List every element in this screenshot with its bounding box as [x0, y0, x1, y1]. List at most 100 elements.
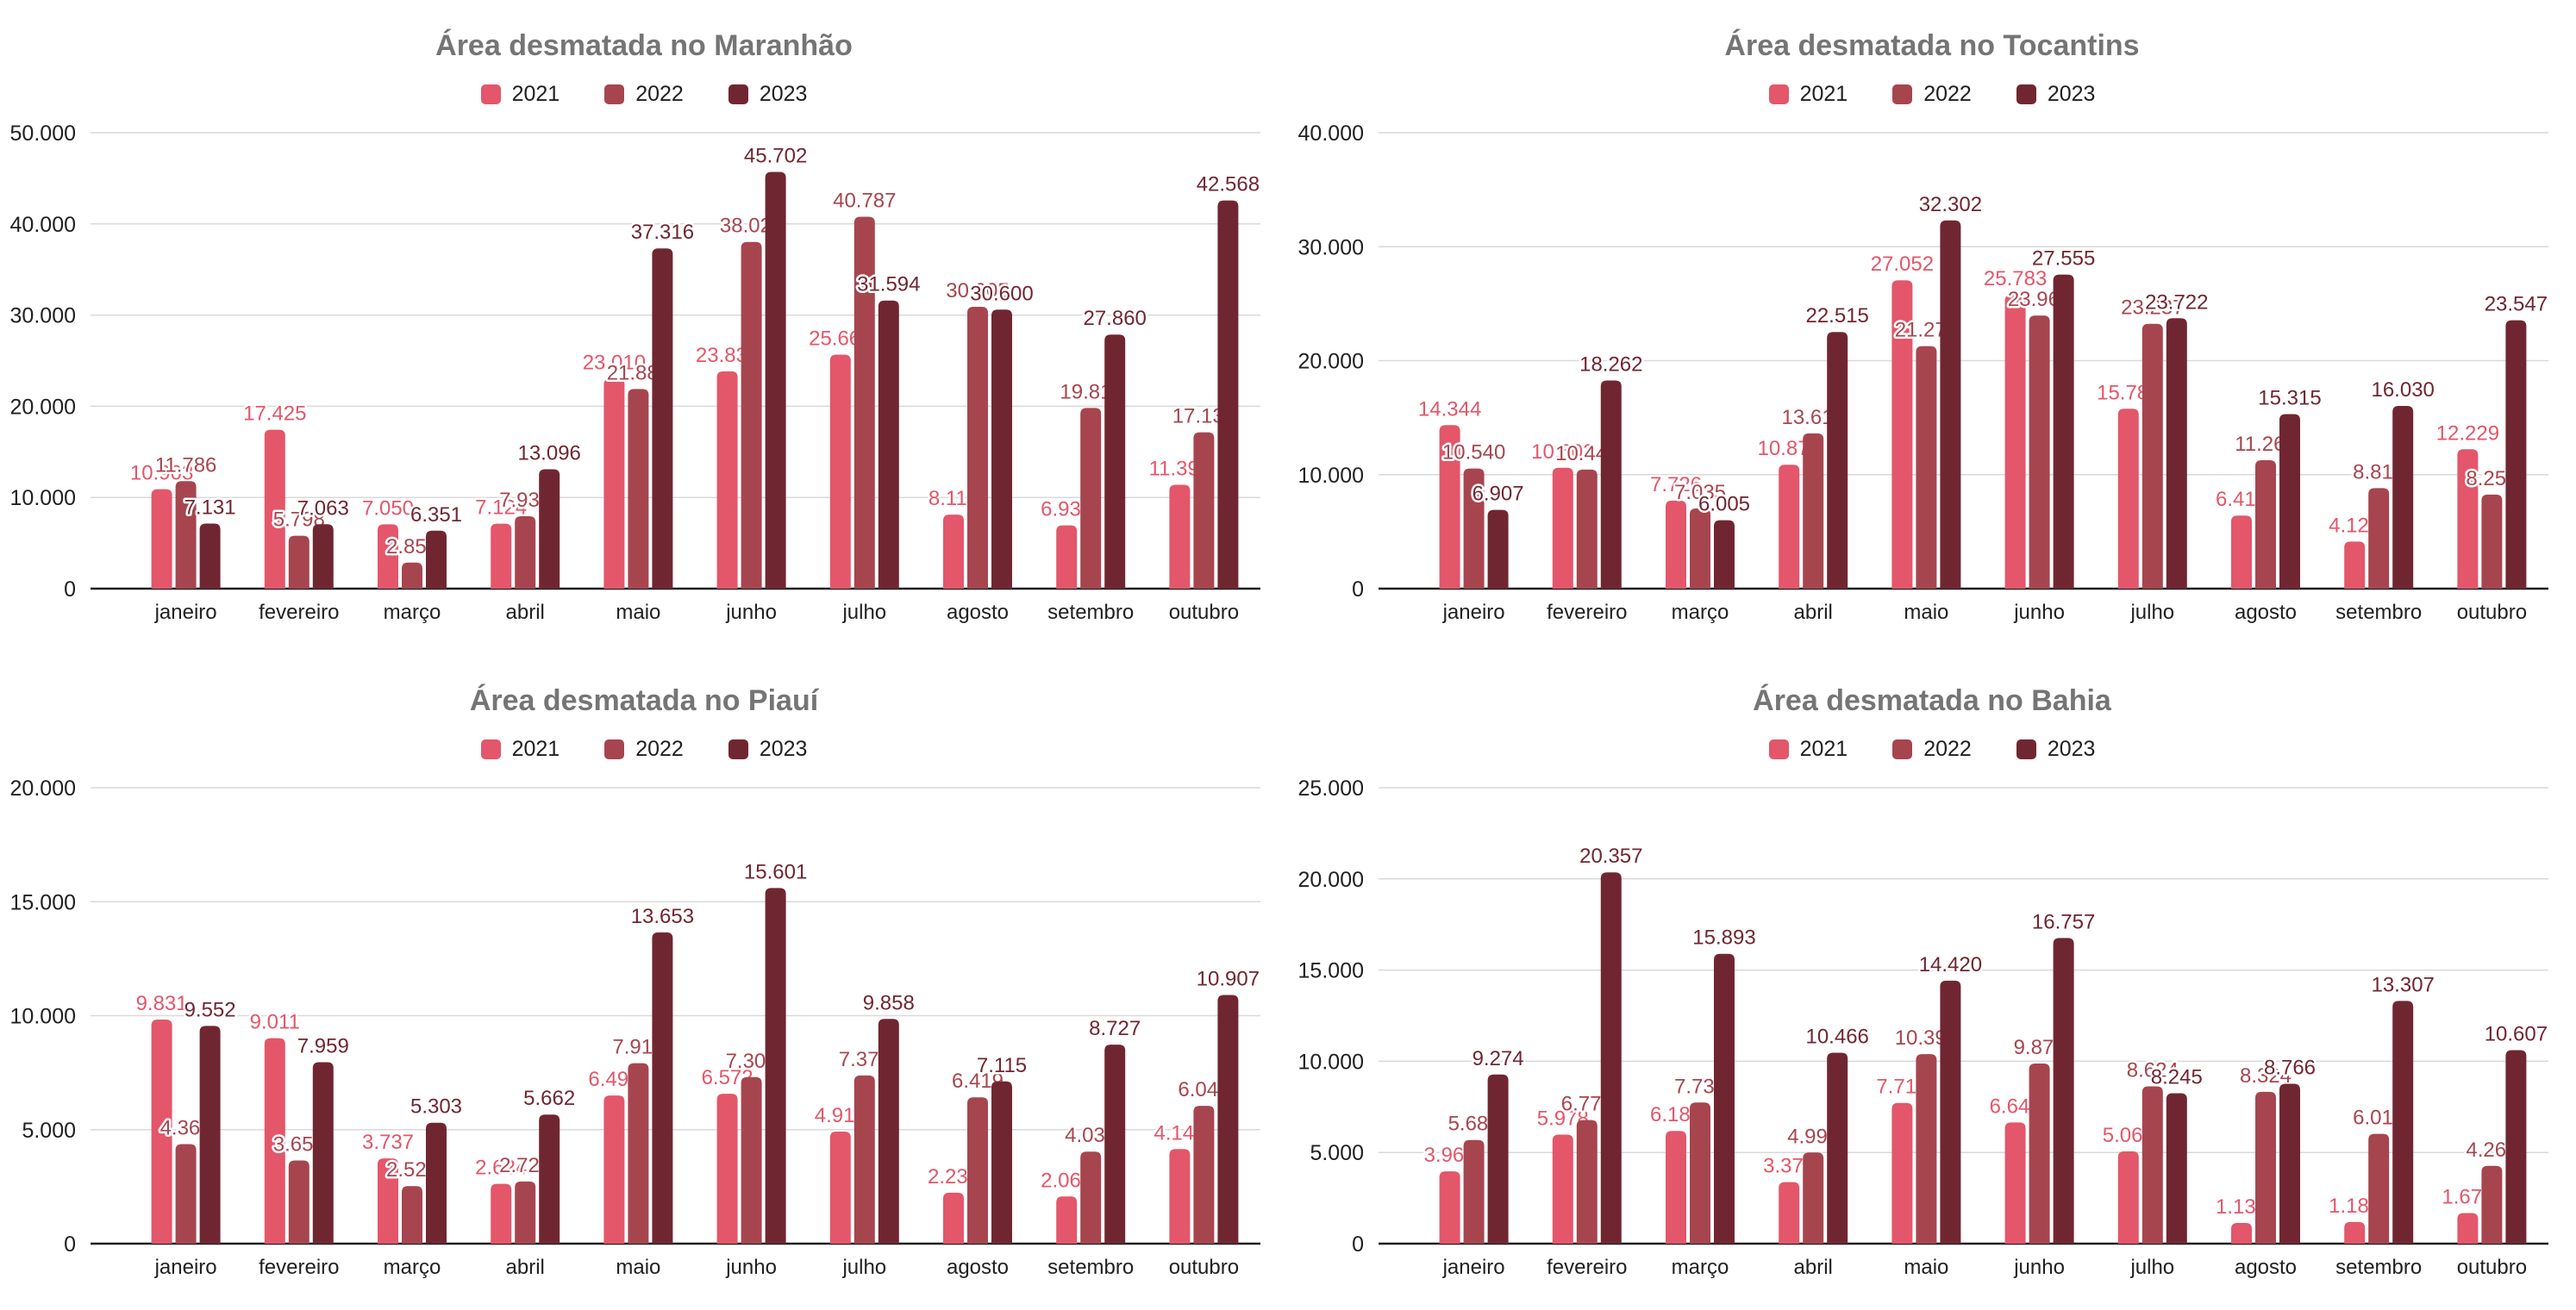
bar-2022-fevereiro[interactable]	[288, 1160, 309, 1244]
bar-2023-fevereiro[interactable]	[1600, 380, 1622, 589]
bar-2023-abril[interactable]	[539, 469, 560, 589]
bar-2021-setembro[interactable]	[1056, 1196, 1078, 1244]
bar-2023-setembro[interactable]	[1104, 1045, 1126, 1244]
bar-2022-julho[interactable]	[2141, 1086, 2163, 1244]
bar-2023-fevereiro[interactable]	[312, 524, 334, 589]
bar-2022-agosto[interactable]	[967, 307, 988, 589]
bar-2022-junho[interactable]	[2029, 315, 2050, 589]
bar-2022-maio[interactable]	[628, 389, 649, 589]
bar-2021-janeiro[interactable]	[1439, 425, 1460, 589]
bar-2021-abril[interactable]	[491, 523, 512, 589]
bar-2021-agosto[interactable]	[2231, 515, 2252, 589]
bar-2023-junho[interactable]	[765, 172, 786, 589]
bar-2021-agosto[interactable]	[943, 1192, 964, 1244]
bar-2021-março[interactable]	[378, 524, 398, 589]
bar-2023-janeiro[interactable]	[199, 523, 221, 589]
bar-2022-março[interactable]	[402, 562, 422, 589]
bar-2023-janeiro[interactable]	[199, 1026, 221, 1244]
bar-2022-setembro[interactable]	[2368, 1133, 2390, 1244]
bar-2022-agosto[interactable]	[2255, 460, 2276, 589]
bar-2023-outubro[interactable]	[2505, 320, 2527, 589]
bar-2023-março[interactable]	[426, 530, 447, 589]
bar-2023-abril[interactable]	[539, 1114, 560, 1244]
bar-2023-outubro[interactable]	[2505, 1050, 2527, 1244]
bar-2022-maio[interactable]	[1916, 1054, 1937, 1244]
bar-2022-janeiro[interactable]	[1463, 1139, 1485, 1244]
bar-2022-outubro[interactable]	[2481, 494, 2503, 589]
bar-2021-junho[interactable]	[2004, 295, 2026, 589]
bar-2022-fevereiro[interactable]	[1576, 469, 1597, 589]
bar-2022-março[interactable]	[1690, 508, 1710, 589]
bar-2021-fevereiro[interactable]	[1552, 1134, 1573, 1244]
bar-2023-maio[interactable]	[652, 248, 673, 589]
bar-2022-abril[interactable]	[515, 1181, 536, 1244]
bar-2023-julho[interactable]	[878, 1019, 899, 1244]
bar-2023-março[interactable]	[426, 1122, 447, 1244]
bar-2021-outubro[interactable]	[2457, 1213, 2479, 1244]
bar-2023-abril[interactable]	[1827, 1052, 1848, 1244]
bar-2023-outubro[interactable]	[1217, 995, 1239, 1244]
bar-2021-fevereiro[interactable]	[264, 429, 285, 589]
bar-2022-março[interactable]	[402, 1186, 422, 1244]
bar-2021-agosto[interactable]	[2231, 1223, 2252, 1244]
bar-2023-julho[interactable]	[2166, 1093, 2187, 1244]
bar-2022-maio[interactable]	[1916, 346, 1937, 589]
bar-2022-janeiro[interactable]	[1463, 468, 1485, 589]
bar-2021-setembro[interactable]	[2344, 541, 2366, 589]
bar-2021-março[interactable]	[1666, 500, 1686, 589]
bar-2021-fevereiro[interactable]	[1552, 467, 1573, 589]
bar-2021-outubro[interactable]	[2457, 449, 2479, 589]
bar-2023-setembro[interactable]	[2392, 406, 2414, 589]
bar-2021-maio[interactable]	[603, 1095, 625, 1244]
bar-2021-maio[interactable]	[603, 378, 625, 589]
bar-2023-julho[interactable]	[2166, 318, 2187, 589]
bar-2023-março[interactable]	[1714, 520, 1735, 589]
bar-2023-julho[interactable]	[878, 300, 899, 589]
bar-2023-fevereiro[interactable]	[1600, 872, 1622, 1244]
bar-2021-julho[interactable]	[2117, 1151, 2139, 1244]
bar-2021-março[interactable]	[378, 1158, 398, 1244]
bar-2023-maio[interactable]	[652, 932, 673, 1244]
bar-2022-junho[interactable]	[2029, 1064, 2050, 1244]
bar-2022-abril[interactable]	[1803, 433, 1824, 589]
bar-2022-julho[interactable]	[853, 216, 875, 589]
bar-2022-outubro[interactable]	[2481, 1165, 2503, 1244]
bar-2021-fevereiro[interactable]	[264, 1038, 285, 1244]
bar-2022-junho[interactable]	[741, 241, 762, 589]
bar-2022-agosto[interactable]	[967, 1097, 988, 1244]
bar-2022-maio[interactable]	[628, 1063, 649, 1244]
bar-2022-março[interactable]	[1690, 1102, 1710, 1244]
bar-2022-julho[interactable]	[2141, 323, 2163, 589]
bar-2023-maio[interactable]	[1940, 220, 1961, 589]
bar-2022-junho[interactable]	[741, 1076, 762, 1244]
bar-2022-janeiro[interactable]	[175, 1144, 197, 1244]
bar-2023-junho[interactable]	[765, 888, 786, 1244]
bar-2023-agosto[interactable]	[991, 309, 1012, 589]
bar-2023-maio[interactable]	[1940, 980, 1961, 1244]
bar-2021-outubro[interactable]	[1169, 484, 1191, 589]
bar-2021-junho[interactable]	[716, 371, 738, 589]
bar-2022-julho[interactable]	[853, 1075, 875, 1244]
bar-2023-agosto[interactable]	[991, 1081, 1012, 1244]
bar-2021-agosto[interactable]	[943, 515, 964, 589]
bar-2023-setembro[interactable]	[2392, 1001, 2414, 1244]
bar-2023-junho[interactable]	[2053, 274, 2074, 589]
bar-2022-setembro[interactable]	[1080, 408, 1102, 589]
bar-2021-julho[interactable]	[829, 354, 851, 589]
bar-2021-julho[interactable]	[829, 1132, 851, 1244]
bar-2023-agosto[interactable]	[2279, 1083, 2300, 1244]
bar-2021-janeiro[interactable]	[1439, 1171, 1460, 1244]
bar-2023-junho[interactable]	[2053, 938, 2074, 1244]
bar-2022-setembro[interactable]	[1080, 1151, 1102, 1244]
bar-2023-janeiro[interactable]	[1487, 1074, 1509, 1244]
bar-2022-outubro[interactable]	[1193, 432, 1215, 589]
bar-2022-janeiro[interactable]	[175, 481, 197, 589]
bar-2021-março[interactable]	[1666, 1131, 1686, 1244]
bar-2023-outubro[interactable]	[1217, 200, 1239, 589]
bar-2022-abril[interactable]	[515, 516, 536, 589]
bar-2021-maio[interactable]	[1891, 280, 1913, 589]
bar-2023-setembro[interactable]	[1104, 334, 1126, 589]
bar-2021-setembro[interactable]	[2344, 1221, 2366, 1244]
bar-2021-abril[interactable]	[1779, 1182, 1800, 1244]
bar-2023-março[interactable]	[1714, 953, 1735, 1244]
